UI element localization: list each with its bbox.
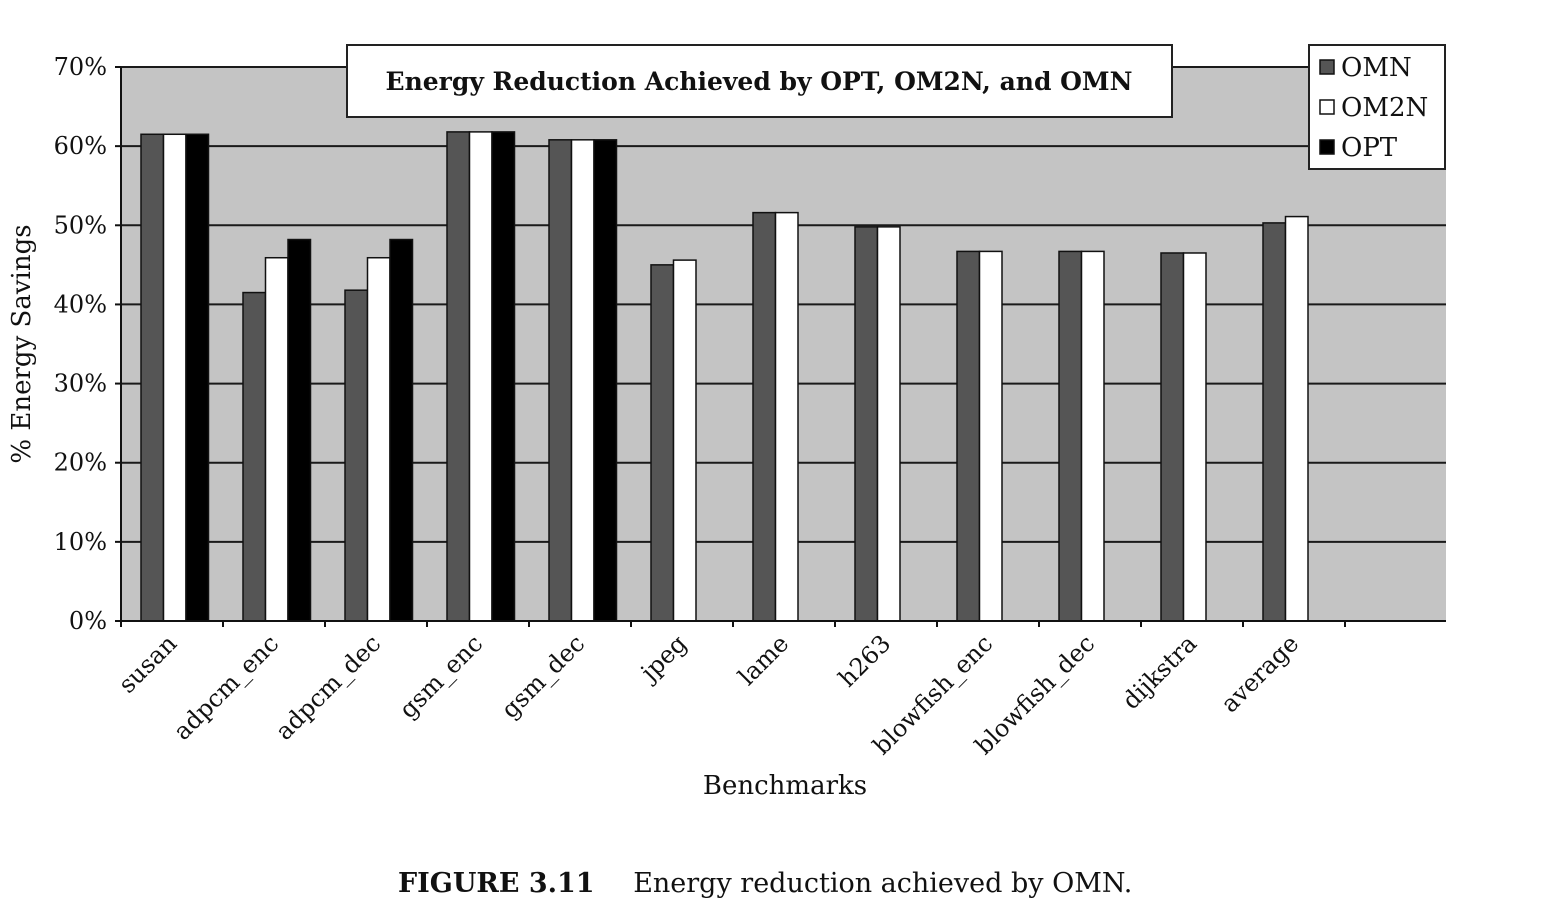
bar-om2n-h263 bbox=[876, 226, 901, 622]
y-tick-label: 20% bbox=[54, 449, 107, 477]
x-tick-label: gsm_dec bbox=[496, 629, 590, 723]
bar-omn-susan bbox=[140, 133, 165, 622]
x-tick-label: h263 bbox=[833, 629, 896, 692]
x-tick-label: adpcm_dec bbox=[270, 629, 386, 745]
bar-opt-susan bbox=[185, 133, 210, 622]
x-tick-label: lame bbox=[733, 629, 794, 690]
bar-omn-gsm_dec bbox=[548, 139, 573, 622]
x-tick-label: adpcm_enc bbox=[168, 629, 284, 745]
y-tick-label: 50% bbox=[54, 211, 107, 239]
bar-om2n-lame bbox=[774, 211, 799, 622]
y-tick-label: 40% bbox=[54, 290, 107, 318]
bar-omn-average bbox=[1262, 222, 1287, 622]
bar-om2n-susan bbox=[162, 133, 187, 622]
bar-omn-blowfish_enc bbox=[956, 250, 981, 622]
legend-label-om2n: OM2N bbox=[1341, 93, 1428, 123]
bar-om2n-average bbox=[1284, 215, 1309, 622]
figure-number: FIGURE 3.11 bbox=[398, 868, 595, 899]
bar-om2n-dijkstra bbox=[1182, 252, 1207, 622]
bar-om2n-gsm_dec bbox=[570, 139, 595, 622]
legend-swatch-omn bbox=[1319, 59, 1335, 75]
bar-omn-h263 bbox=[854, 226, 879, 622]
bar-omn-adpcm_enc bbox=[242, 291, 267, 622]
bar-om2n-adpcm_enc bbox=[264, 256, 289, 622]
x-tick-label: average bbox=[1216, 629, 1305, 718]
bar-omn-dijkstra bbox=[1160, 252, 1185, 622]
y-axis-ticks: 0% 10% 20% 30% 40% 50% 60% 70% bbox=[54, 53, 121, 635]
x-tick-label: gsm_enc bbox=[394, 629, 488, 723]
figure-caption: FIGURE 3.11 Energy reduction achieved by… bbox=[398, 868, 1132, 899]
legend-swatch-om2n bbox=[1319, 99, 1335, 115]
y-tick-label: 60% bbox=[54, 132, 107, 160]
bar-omn-jpeg bbox=[650, 264, 675, 622]
y-tick-label: 10% bbox=[54, 528, 107, 556]
y-tick-label: 30% bbox=[54, 370, 107, 398]
x-tick-label: susan bbox=[113, 629, 182, 698]
x-axis-label: Benchmarks bbox=[703, 771, 867, 801]
bar-opt-adpcm_dec bbox=[389, 238, 414, 622]
bar-opt-adpcm_enc bbox=[287, 238, 312, 622]
y-tick-label: 70% bbox=[54, 53, 107, 81]
bar-om2n-adpcm_dec bbox=[366, 256, 391, 622]
bar-om2n-gsm_enc bbox=[468, 131, 493, 622]
y-axis-label: % Energy Savings bbox=[7, 224, 37, 463]
bar-om2n-blowfish_enc bbox=[978, 250, 1003, 622]
legend: OMN OM2N OPT bbox=[1308, 44, 1446, 170]
bar-om2n-blowfish_dec bbox=[1080, 250, 1105, 622]
chart-title: Energy Reduction Achieved by OPT, OM2N, … bbox=[386, 67, 1133, 96]
x-tick-label: jpeg bbox=[633, 629, 692, 688]
bars bbox=[140, 131, 1309, 622]
y-tick-label: 0% bbox=[69, 607, 107, 635]
bar-omn-lame bbox=[752, 211, 777, 622]
bar-opt-gsm_enc bbox=[491, 131, 516, 622]
legend-label-opt: OPT bbox=[1341, 133, 1398, 163]
bar-opt-gsm_dec bbox=[593, 139, 618, 622]
bar-omn-blowfish_dec bbox=[1058, 250, 1083, 622]
bar-omn-adpcm_dec bbox=[344, 289, 369, 622]
legend-label-omn: OMN bbox=[1341, 53, 1412, 83]
bar-omn-gsm_enc bbox=[446, 131, 471, 622]
figure-caption-text: Energy reduction achieved by OMN. bbox=[633, 868, 1133, 899]
bar-om2n-jpeg bbox=[672, 259, 697, 622]
legend-swatch-opt bbox=[1319, 139, 1335, 155]
x-tick-label: dijkstra bbox=[1117, 629, 1202, 714]
chart-title-box: Energy Reduction Achieved by OPT, OM2N, … bbox=[346, 44, 1173, 118]
bar-chart: 0% 10% 20% 30% 40% 50% 60% 70% susanadpcm_encad… bbox=[7, 44, 1446, 801]
